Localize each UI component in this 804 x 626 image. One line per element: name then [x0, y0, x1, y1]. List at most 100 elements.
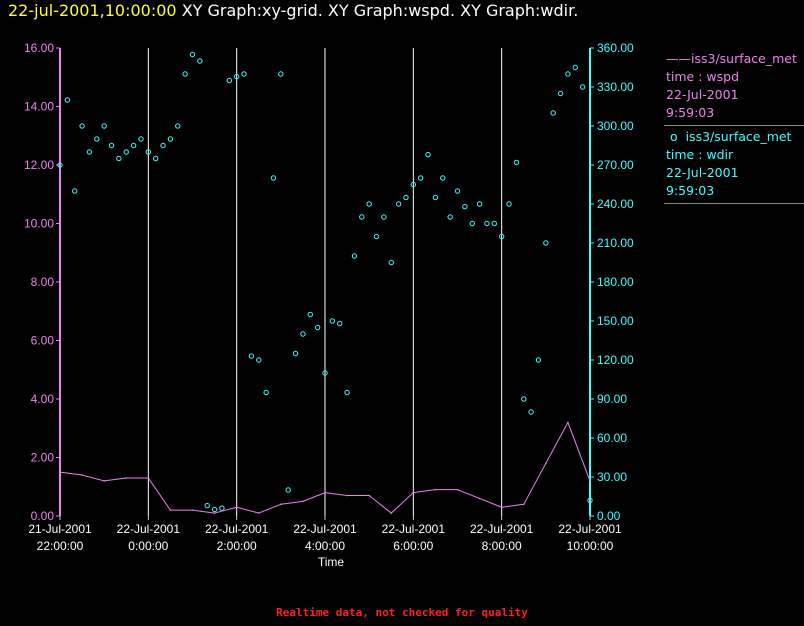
left-tick-label: 14.00: [24, 100, 54, 114]
right-tick-label: 270.00: [597, 158, 634, 172]
wdir-point: [432, 194, 439, 201]
wspd-segment: [302, 492, 326, 502]
wdir-point: [587, 497, 593, 504]
left-tick-label: 10.00: [24, 217, 54, 231]
wspd-point: [434, 488, 437, 491]
right-tick-label: 180.00: [597, 275, 634, 289]
wspd-point: [125, 477, 128, 479]
wspd-point: [103, 480, 105, 482]
right-tick-label: 150.00: [597, 314, 634, 328]
vertical-grid: [147, 48, 503, 516]
right-tick-label: 210.00: [597, 236, 634, 250]
wdir-point: [314, 324, 321, 331]
legend-entry-wspd: ——iss3/surface_met time : wspd 22-Jul-20…: [664, 48, 804, 126]
wdir-point: [513, 159, 520, 166]
right-tick-label: 330.00: [597, 80, 634, 94]
wdir-point: [491, 220, 498, 227]
wdir-point: [64, 97, 71, 103]
wdir-point: [410, 181, 417, 188]
x-tick-time: 6:00:00: [393, 539, 433, 553]
legend-wspd-date: 22-Jul-2001: [666, 87, 739, 102]
wspd-segment: [280, 500, 303, 505]
wdir-point: [440, 175, 446, 181]
wspd-point: [257, 512, 260, 514]
line-marker-icon: ——: [666, 51, 691, 66]
wspd-point: [235, 506, 238, 509]
wdir-point: [108, 142, 115, 149]
wdir-point: [285, 487, 291, 493]
wdir-point: [535, 357, 542, 363]
wdir-point: [484, 220, 490, 227]
left-tick-label: 4.00: [31, 392, 55, 406]
x-tick-date: 22-Jul-2001: [558, 522, 622, 536]
wspd-segment: [368, 495, 392, 514]
wspd-point: [456, 488, 459, 491]
wdir-point: [322, 370, 328, 376]
wdir-point: [152, 155, 159, 162]
wspd-point: [522, 503, 525, 506]
wspd-point: [324, 491, 326, 494]
wdir-point: [417, 175, 424, 181]
wdir-point: [300, 331, 306, 337]
legend-wdir-time: 9:59:03: [666, 183, 715, 198]
wspd-segment: [479, 497, 502, 508]
x-tick-date: 22-Jul-2001: [382, 522, 446, 536]
x-tick-time: 2:00:00: [217, 539, 257, 553]
wdir-point: [351, 253, 358, 259]
left-tick-label: 12.00: [24, 158, 54, 172]
legend-wspd-field: time : wspd: [666, 69, 740, 84]
wdir-point: [219, 505, 225, 511]
legend-wdir-source: iss3/surface_met: [685, 129, 792, 144]
wspd-segment: [147, 477, 171, 511]
wspd-point: [191, 509, 194, 511]
legend-wdir-date: 22-Jul-2001: [666, 165, 739, 180]
wspd-point: [500, 506, 503, 509]
wdir-point: [145, 149, 152, 155]
quality-warning: Realtime data, not checked for quality: [276, 606, 528, 619]
wdir-point: [337, 320, 343, 327]
wdir-point: [388, 259, 394, 266]
wspd-segment: [567, 422, 591, 482]
wspd-point: [213, 512, 216, 514]
left-axis-tick-labels: 0.00 2.00 4.00 6.00 8.00 10.00 12.00 14.00 16.00: [24, 41, 54, 523]
wspd-segment: [390, 492, 414, 514]
wspd-segment: [214, 506, 237, 514]
wdir-point: [572, 64, 578, 71]
wdir-point: [425, 151, 431, 158]
wdir-point: [138, 136, 144, 142]
wspd-point: [567, 421, 569, 424]
wdir-point: [373, 233, 380, 240]
wdir-point: [233, 73, 240, 80]
wspd-point: [346, 494, 348, 497]
wspd-segment: [236, 506, 259, 514]
wdir-point: [506, 201, 512, 207]
wspd-point: [81, 474, 83, 476]
x-axis-title: Time: [318, 555, 345, 569]
wspd-segment: [192, 509, 215, 514]
wdir-point: [101, 123, 107, 129]
wdir-point: [167, 136, 174, 142]
right-tick-label: 0.00: [597, 509, 621, 523]
legend-wspd-time: 9:59:03: [666, 105, 715, 120]
wspd-point: [390, 512, 393, 514]
x-tick-time: 8:00:00: [482, 539, 522, 553]
wspd-series: [59, 421, 591, 514]
wspd-segment: [59, 471, 83, 476]
wdir-point: [278, 71, 284, 77]
header-title: 22-jul-2001,10:00:00 XY Graph:xy-grid. X…: [8, 1, 578, 20]
wdir-point: [263, 389, 269, 396]
wdir-point: [160, 142, 166, 149]
wdir-point: [175, 123, 181, 129]
wdir-point: [521, 396, 527, 402]
wspd-point: [59, 471, 61, 473]
right-tick-label: 90.00: [597, 392, 627, 406]
wdir-point: [403, 194, 409, 201]
wdir-point: [204, 502, 210, 509]
wdir-series: [57, 51, 593, 513]
wdir-point: [565, 71, 571, 77]
wdir-point: [197, 58, 203, 64]
x-tick-date: 22-Jul-2001: [470, 522, 534, 536]
wspd-point: [545, 462, 547, 465]
left-tick-label: 0.00: [31, 509, 55, 523]
wdir-point: [447, 214, 453, 220]
